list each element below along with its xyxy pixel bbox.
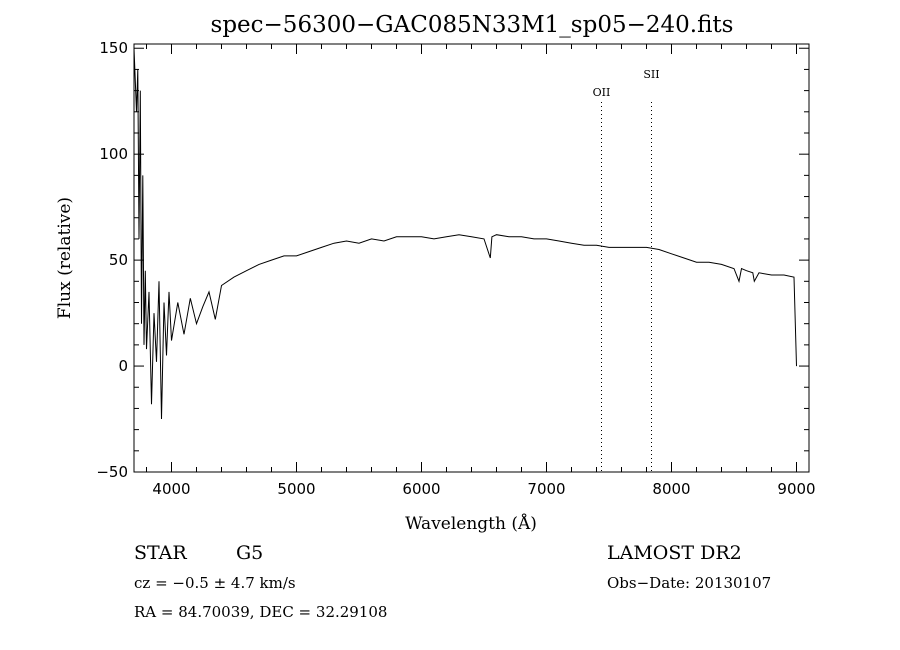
spectral-subclass: G5	[236, 542, 264, 564]
y-tick-label: 0	[118, 357, 128, 375]
x-tick-label: 4000	[152, 480, 190, 498]
x-axis: 4000 5000 6000 7000 8000 9000	[146, 44, 816, 498]
y-tick-label: 50	[109, 251, 128, 269]
y-tick-label: 150	[99, 39, 128, 57]
x-tick-label: 9000	[777, 480, 815, 498]
x-tick-label: 7000	[527, 480, 565, 498]
y-tick-label: 100	[99, 145, 128, 163]
sky-coordinates: RA = 84.70039, DEC = 32.29108	[134, 603, 388, 621]
x-tick-label: 5000	[277, 480, 315, 498]
chart-title: spec−56300−GAC085N33M1_sp05−240.fits	[211, 12, 734, 38]
emission-line-markers: OII SII	[593, 68, 660, 472]
plot-frame	[133, 43, 810, 473]
object-class: STAR	[134, 542, 187, 564]
x-axis-label: Wavelength (Å)	[405, 513, 537, 534]
x-tick-label: 8000	[652, 480, 690, 498]
survey-name: LAMOST DR2	[607, 542, 742, 564]
observation-date: Obs−Date: 20130107	[607, 574, 772, 592]
spectrum-series-line	[133, 48, 797, 420]
line-label-sii: SII	[643, 68, 659, 81]
line-label-oii: OII	[593, 86, 611, 99]
x-tick-label: 6000	[402, 480, 440, 498]
y-tick-label: −50	[96, 463, 128, 481]
y-axis: −50 0 50 100 150	[96, 39, 809, 481]
y-axis-label: Flux (relative)	[55, 197, 75, 319]
redshift-velocity: cz = −0.5 ± 4.7 km/s	[134, 574, 296, 592]
